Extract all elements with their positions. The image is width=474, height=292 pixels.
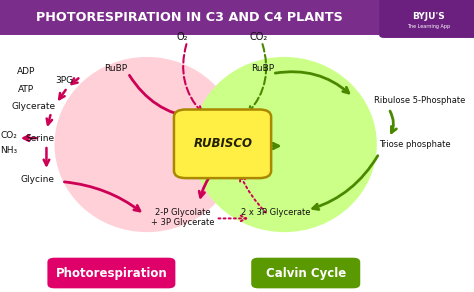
Text: Glycerate: Glycerate	[11, 102, 55, 111]
FancyBboxPatch shape	[0, 0, 384, 35]
Text: Glycine: Glycine	[20, 175, 55, 184]
Text: CO₂: CO₂	[249, 32, 267, 41]
Ellipse shape	[55, 57, 239, 232]
Text: O₂: O₂	[177, 32, 188, 41]
Text: Serine: Serine	[26, 134, 55, 142]
Text: RuBP: RuBP	[105, 64, 128, 73]
FancyBboxPatch shape	[251, 258, 360, 288]
Text: Triose phosphate: Triose phosphate	[379, 140, 451, 149]
FancyBboxPatch shape	[379, 0, 474, 38]
Text: NH₃: NH₃	[0, 146, 17, 155]
Text: Calvin Cycle: Calvin Cycle	[265, 267, 346, 279]
Text: Photorespiration: Photorespiration	[55, 267, 167, 279]
Text: PHOTORESPIRATION IN C3 AND C4 PLANTS: PHOTORESPIRATION IN C3 AND C4 PLANTS	[36, 11, 343, 24]
Text: RuBP: RuBP	[252, 64, 274, 73]
Text: ADP: ADP	[17, 67, 35, 76]
Text: 2-P Glycolate
+ 3P Glycerate: 2-P Glycolate + 3P Glycerate	[151, 208, 214, 227]
Text: 2 x 3P Glycerate: 2 x 3P Glycerate	[241, 208, 310, 217]
Text: RUBISCO: RUBISCO	[193, 138, 252, 150]
FancyBboxPatch shape	[47, 258, 175, 288]
FancyBboxPatch shape	[174, 110, 271, 178]
Text: 3PG: 3PG	[55, 76, 73, 85]
Text: Ribulose 5-Phosphate: Ribulose 5-Phosphate	[374, 96, 465, 105]
Text: ATP: ATP	[18, 85, 34, 93]
Text: BYJU'S: BYJU'S	[412, 12, 446, 20]
Text: The Learning App: The Learning App	[408, 24, 450, 29]
Text: CO₂: CO₂	[0, 131, 17, 140]
Ellipse shape	[192, 57, 377, 232]
